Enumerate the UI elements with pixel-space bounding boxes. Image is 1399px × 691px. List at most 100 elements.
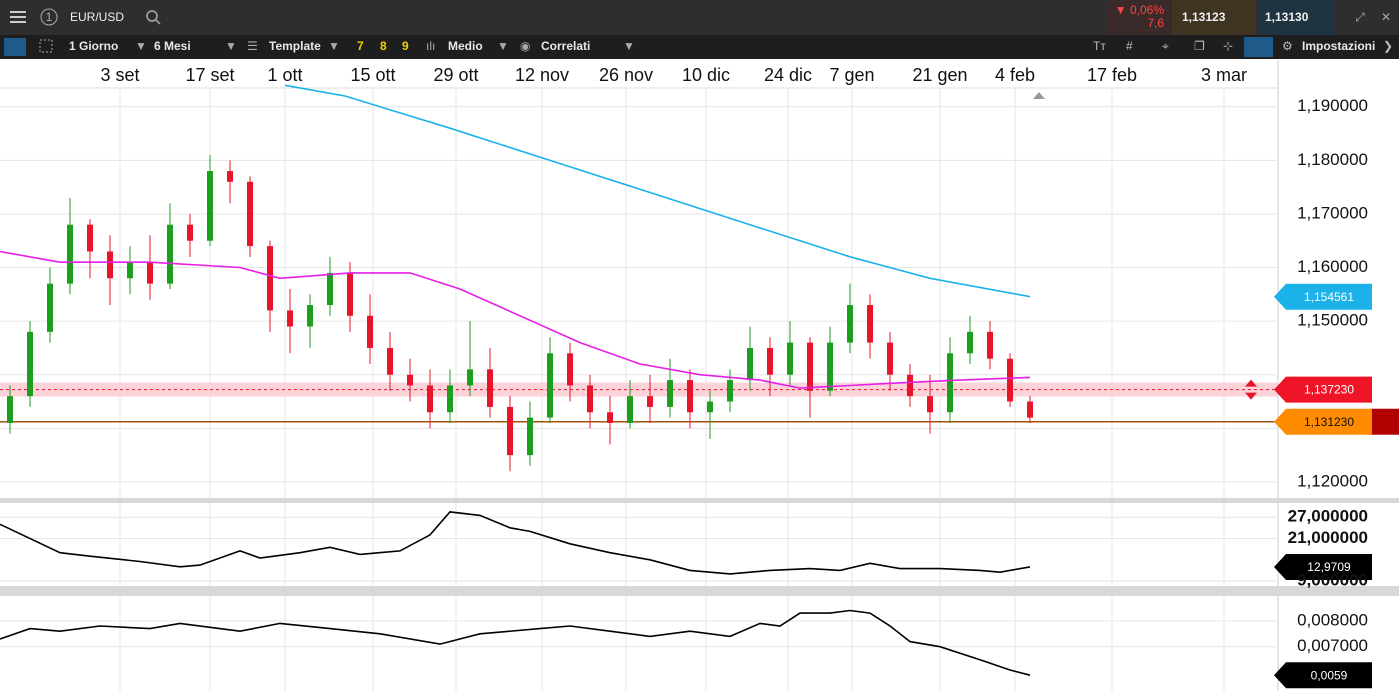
dropdown-arrow: ▼ [135,39,147,53]
tag-tool[interactable] [1244,37,1273,57]
date-axis [0,60,1399,88]
candle-body [47,283,53,332]
candle-body [867,305,873,343]
candle-body [707,401,713,413]
x-tick-label: 17 set [185,65,234,85]
candle-body [327,272,333,306]
ask-price: 1,13130 [1265,10,1309,24]
candle-body [287,310,293,327]
candle-body [87,224,93,252]
candle-body [427,385,433,413]
candle-body [787,342,793,375]
change-pts: 7,6 [1147,16,1164,30]
y-tick-label: 1,160000 [1297,257,1368,276]
search-icon[interactable] [146,10,161,25]
settings-button[interactable]: Impostazioni [1302,39,1375,53]
order-arrow-up[interactable] [1245,379,1257,387]
candle-body [767,347,773,375]
info-icon[interactable] [40,8,58,26]
grid-layer [0,88,1278,691]
dropdown-arrow: ▼ [225,39,237,53]
indicator-line [0,609,1031,676]
draw-tool[interactable]: ⌖ [1162,39,1169,53]
candle-body [587,385,593,413]
layout-button[interactable] [39,39,53,53]
list-button[interactable] [4,38,26,56]
candle-body [747,347,753,381]
candle-body [1007,358,1013,402]
x-tick-label: 1 ott [267,65,302,85]
price-tag [1274,553,1372,580]
candle-body [947,353,953,413]
candle-body [107,251,113,279]
x-tick-label: 3 set [100,65,139,85]
mark-layer [0,84,1033,676]
close-icon[interactable]: ✕ [1381,10,1391,24]
menu-button[interactable] [10,11,26,23]
candle-body [967,331,973,354]
y-tick-label: 1,150000 [1297,311,1368,330]
scroll-arrow[interactable]: ❯ [1383,39,1393,53]
order-arrow-down[interactable] [1245,392,1257,400]
indicator-line [0,250,1031,389]
candle-body [907,374,913,397]
dropdown-arrow: ▼ [497,39,509,53]
candle-body [227,171,233,182]
text-tool[interactable]: Tт [1093,39,1106,53]
candle-body [467,369,473,386]
crosshair-tool[interactable]: ⊹ [1223,39,1233,53]
candle-body [807,342,813,391]
copy-tool[interactable]: ❐ [1194,39,1205,53]
gear-icon: ⚙ [1282,39,1293,53]
indicator-line [284,84,1031,298]
preset-button[interactable]: 8 [380,39,387,53]
template-select[interactable]: Template [269,39,321,53]
toolbar [0,35,1399,59]
candle-body [547,353,553,418]
info-icon-text: 1 [46,10,53,24]
candle-body [567,353,573,386]
x-tick-label: 24 dic [764,65,812,85]
y-tick-label: 1,170000 [1297,203,1368,222]
candle-body [687,380,693,413]
ask-box[interactable] [1258,0,1334,35]
x-tick-label: 26 nov [599,65,653,85]
indicator-select[interactable]: Medio [448,39,483,53]
scroll-marker[interactable] [1033,92,1045,99]
period-select[interactable]: 1 Giorno [69,39,118,53]
dropdown-arrow: ▼ [328,39,340,53]
x-tick-label: 17 feb [1087,65,1137,85]
template-icon: ☰ [247,39,258,53]
x-tick-label: 7 gen [829,65,874,85]
candle-body [367,315,373,348]
x-tick-label: 21 gen [912,65,967,85]
dropdown-arrow: ▼ [623,39,635,53]
y-tick-label: 27,000000 [1288,507,1368,526]
candle-body [927,396,933,413]
candle-body [647,396,653,407]
candle-body [847,305,853,343]
candle-body [667,380,673,407]
price-tag-label: 1,131230 [1304,415,1354,429]
preset-button[interactable]: 7 [357,39,364,53]
x-tick-label: 12 nov [515,65,569,85]
grid-tool[interactable]: # [1126,39,1133,53]
candle-body [207,171,213,241]
y-tick-label: 21,000000 [1288,528,1368,547]
expand-icon[interactable]: ⤢ [1354,10,1365,24]
chart-layer [0,84,1278,691]
range-select[interactable]: 6 Mesi [154,39,191,53]
y-tick-label: 1,120000 [1297,471,1368,490]
candle-body [247,181,253,247]
candle-body [627,396,633,423]
panel-separator [0,498,1399,503]
preset-button[interactable]: 9 [402,39,409,53]
candle-body [1027,401,1033,418]
bid-box[interactable] [1172,0,1256,35]
indicator-line [0,511,1031,575]
y-tick-label: 0,007000 [1297,636,1368,655]
correlati-select[interactable]: Correlati [541,39,590,53]
x-tick-label: 3 mar [1201,65,1247,85]
candle-body [407,374,413,386]
candle-body [507,406,513,456]
